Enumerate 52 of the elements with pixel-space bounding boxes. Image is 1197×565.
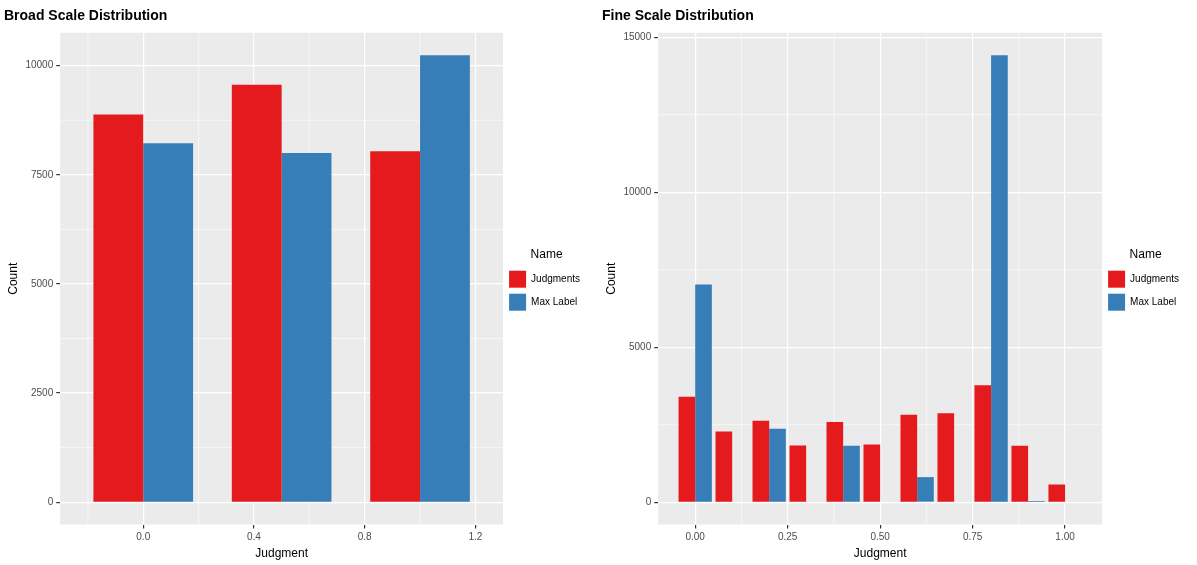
bar: [370, 151, 421, 502]
x-tick-label: 0.8: [357, 531, 373, 543]
x-tick-label: 0.0: [136, 531, 151, 543]
chart-title: Broad Scale Distribution: [4, 7, 168, 24]
bar: [863, 444, 881, 502]
x-tick-label: 0.50: [870, 531, 891, 543]
y-tick-label: 15000: [623, 30, 652, 42]
legend-label: Judgments: [531, 272, 581, 284]
bar: [420, 55, 470, 502]
bar: [789, 445, 807, 502]
y-axis-title: Count: [603, 262, 618, 295]
legend-label: Max Label: [1130, 295, 1177, 307]
y-tick-label: 5000: [30, 277, 54, 289]
x-tick-label: 0.75: [962, 531, 983, 543]
x-tick-label: 0.00: [685, 531, 706, 543]
legend-title: Name: [530, 246, 563, 261]
bar: [826, 421, 844, 502]
bar: [281, 152, 332, 502]
bar: [143, 143, 194, 502]
bar: [1011, 445, 1029, 502]
x-axis-title: Judgment: [255, 546, 309, 561]
bar: [231, 84, 282, 502]
bar: [917, 477, 934, 502]
x-tick-label: 1.2: [468, 531, 483, 543]
x-tick-label: 0.4: [247, 531, 262, 543]
bar: [769, 428, 786, 502]
y-tick-label: 10000: [623, 185, 652, 197]
bar: [752, 420, 770, 502]
y-tick-label: 5000: [628, 340, 652, 352]
bar: [900, 414, 918, 502]
bar: [715, 431, 733, 502]
chart-title: Fine Scale Distribution: [602, 7, 754, 24]
x-tick-label: 1.00: [1055, 531, 1076, 543]
y-tick-label: 7500: [30, 168, 54, 180]
bar: [974, 385, 992, 502]
y-tick-label: 0: [645, 496, 652, 507]
legend-label: Judgments: [1130, 272, 1180, 284]
y-tick-label: 10000: [25, 59, 54, 71]
bar: [991, 55, 1008, 502]
y-axis-title: Count: [5, 262, 20, 295]
x-axis-title: Judgment: [853, 546, 908, 561]
bar: [93, 114, 144, 502]
bar: [1048, 484, 1066, 502]
y-tick-label: 2500: [30, 386, 54, 398]
bar: [843, 445, 860, 502]
bar: [695, 284, 712, 502]
bar: [678, 396, 696, 502]
legend-label: Max Label: [531, 295, 578, 307]
y-tick-label: 0: [47, 496, 54, 507]
legend-title: Name: [1129, 246, 1162, 261]
x-tick-label: 0.25: [777, 531, 798, 543]
bar: [937, 413, 955, 502]
